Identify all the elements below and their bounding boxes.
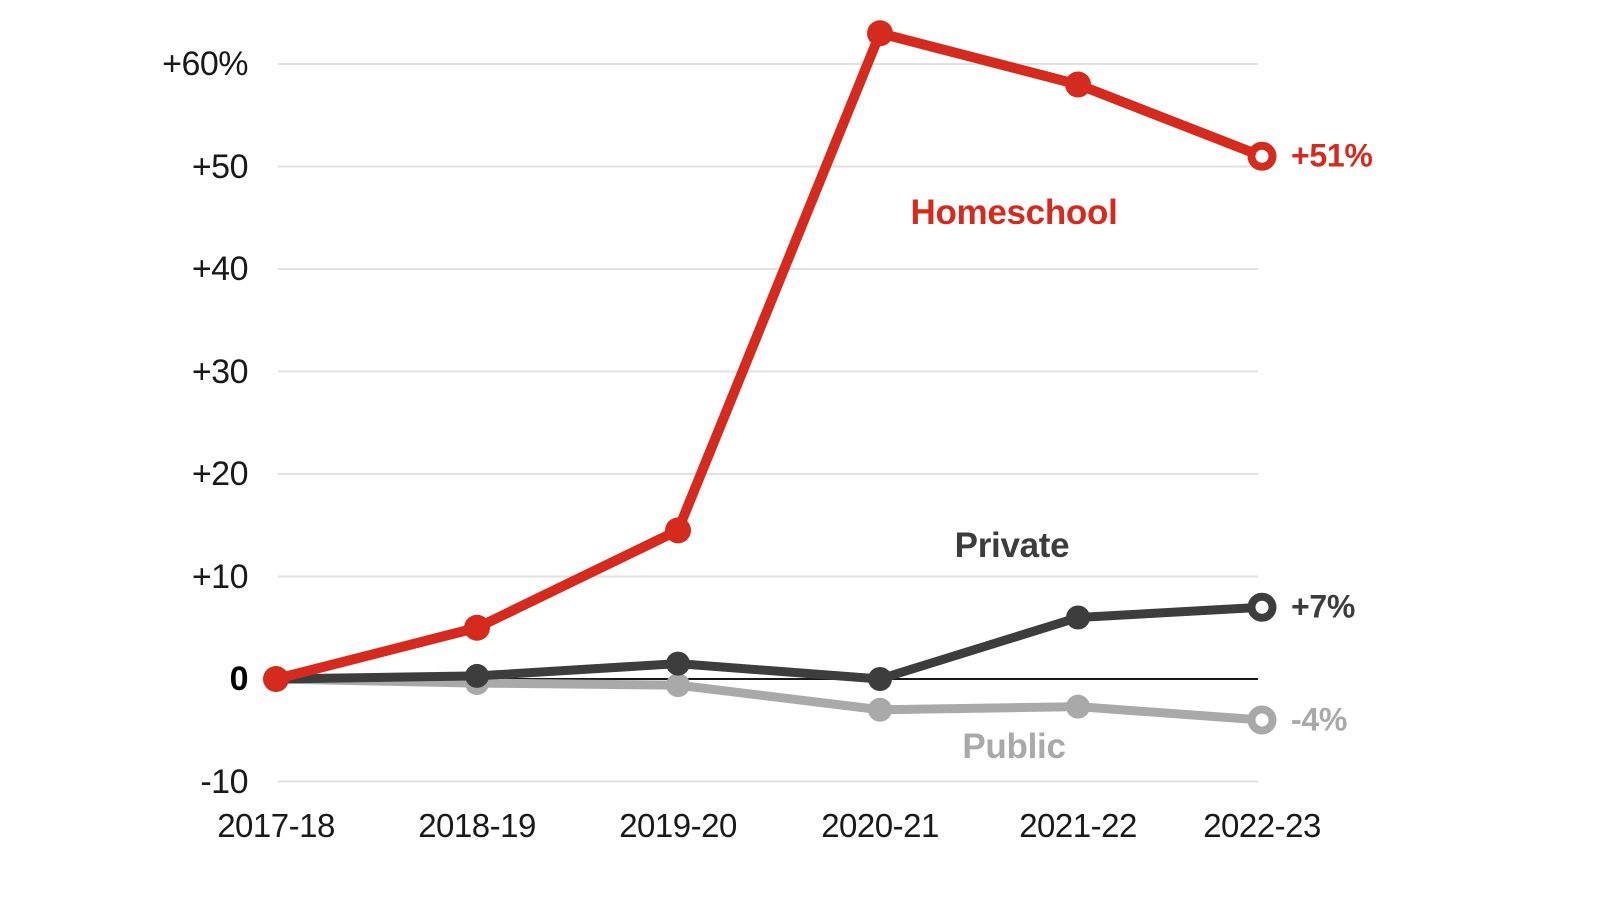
homeschool-point: [665, 517, 691, 544]
private-point: [868, 667, 892, 691]
public-point: [666, 673, 690, 698]
public-point: [1066, 694, 1090, 719]
homeschool-point: [263, 666, 289, 692]
private-point: [1066, 605, 1090, 630]
homeschool-point: [1065, 71, 1091, 98]
homeschool-point: [464, 614, 490, 641]
private-point: [666, 651, 690, 676]
public-line: [271, 674, 1267, 725]
public-end-circle: [1247, 705, 1277, 735]
homeschool-point: [867, 20, 893, 47]
private-end-circle: [1247, 592, 1277, 622]
homeschool-line: [271, 28, 1267, 684]
private-point: [465, 663, 489, 688]
private-line: [271, 602, 1267, 684]
public-point: [868, 697, 892, 722]
homeschool-end-circle: [1247, 141, 1277, 171]
